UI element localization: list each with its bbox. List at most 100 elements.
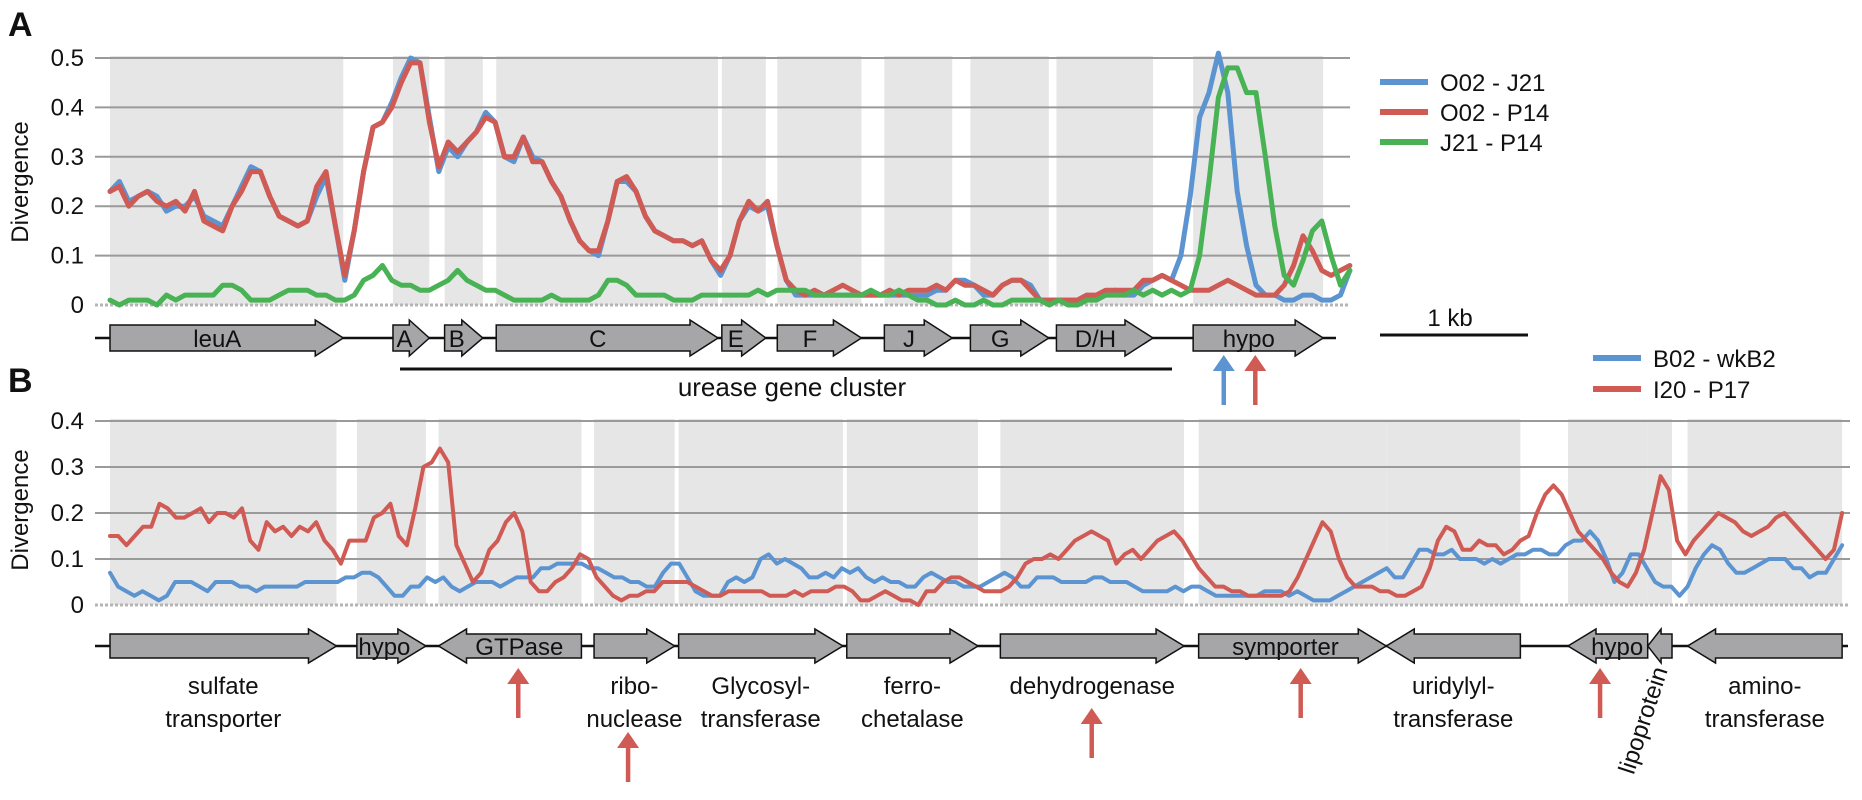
legend-label: O02 - P14 xyxy=(1440,100,1549,127)
marker-arrow-head xyxy=(1212,355,1235,371)
gene-label: Glycosyl-transferase xyxy=(701,673,821,733)
gene-shade-band xyxy=(721,56,766,305)
gene-label: A xyxy=(396,326,412,353)
panel-b-y-axis-label: Divergence xyxy=(7,449,34,570)
y-tick-label: 0.3 xyxy=(51,144,84,171)
legend-label: I20 - P17 xyxy=(1653,377,1750,404)
panel-a-gene-map: leuA A B C E F J G D/H hypo urease gene cluster 1… xyxy=(95,305,1528,405)
panel-b-legend: B02 - wkB2 I20 - P17 xyxy=(1593,346,1776,404)
marker-arrow-head xyxy=(1244,355,1267,371)
gene-label: J xyxy=(903,326,915,353)
urease-cluster-label: urease gene cluster xyxy=(678,372,907,402)
gene-shade-band xyxy=(444,56,483,305)
gene-label: D/H xyxy=(1075,326,1116,353)
marker-arrow-head xyxy=(1080,708,1103,724)
series-line-2 xyxy=(107,60,1353,303)
gene-label: F xyxy=(803,326,818,353)
legend-label: J21 - P14 xyxy=(1440,130,1543,157)
gene-label: hypo xyxy=(1591,634,1643,661)
panel-a-genes: leuA A B C E F J G D/H hypo xyxy=(95,318,1336,358)
gene-arrow xyxy=(593,627,677,665)
gene-arrow xyxy=(999,627,1186,665)
gene-label: G xyxy=(991,326,1010,353)
y-tick-label: 0.5 xyxy=(51,45,84,72)
gene-arrow xyxy=(392,318,431,358)
gene-shade-band xyxy=(777,56,862,305)
panel-b-gene-map: sulfate transporter hypo GTPase ribo-nucleas… xyxy=(95,626,1848,782)
panel-b-series-lines xyxy=(108,446,1845,607)
panel-b-chart: 0 0.1 0.2 0.3 0.4 Divergence B02 - wkB2 I20 -… xyxy=(7,346,1850,619)
panel-label-b: B xyxy=(8,362,33,400)
gene-label: symporter xyxy=(1232,634,1339,661)
gene-label: uridylyl-transferase xyxy=(1393,673,1513,733)
gene-arrow xyxy=(1646,626,1673,666)
gene-label: hypo xyxy=(358,634,410,661)
panel-a-y-ticks: 0 0.1 0.2 0.3 0.4 0.5 xyxy=(51,45,84,319)
gene-arrow xyxy=(1192,318,1325,358)
gene-arrow xyxy=(437,627,583,665)
gene-label: amino-transferase xyxy=(1705,673,1825,733)
panel-b-y-ticks: 0 0.1 0.2 0.3 0.4 xyxy=(51,408,84,619)
gene-label: B xyxy=(449,326,465,353)
panel-label-a: A xyxy=(8,6,33,44)
scale-bar-label: 1 kb xyxy=(1427,305,1472,332)
panel-a-legend: O02 - J21 O02 - P14 J21 - P14 xyxy=(1380,70,1549,157)
gene-label: lipoprotein xyxy=(1614,664,1674,778)
legend-label: B02 - wkB2 xyxy=(1653,346,1776,373)
marker-arrow-head xyxy=(507,668,530,684)
gene-arrow xyxy=(721,318,768,358)
series-line-3 xyxy=(107,65,1353,308)
y-tick-label: 0.2 xyxy=(51,500,84,527)
gene-shade-band xyxy=(970,56,1049,305)
gene-arrow xyxy=(1686,627,1843,665)
panel-a-y-axis-label: Divergence xyxy=(7,121,34,242)
legend-label: O02 - J21 xyxy=(1440,70,1545,97)
marker-arrow-head xyxy=(1289,668,1312,684)
gene-shade-band xyxy=(884,56,953,305)
marker-arrow-head xyxy=(617,732,640,748)
y-tick-label: 0.2 xyxy=(51,193,84,220)
gene-arrow xyxy=(495,318,720,358)
gene-arrow xyxy=(109,627,338,665)
gene-label: C xyxy=(589,326,606,353)
scale-bar: 1 kb xyxy=(1380,305,1528,337)
gene-arrow xyxy=(776,318,863,358)
gene-shade-band xyxy=(1056,56,1153,305)
gene-arrow xyxy=(883,318,954,358)
panel-a-gridlines xyxy=(95,57,1350,307)
y-tick-label: 0.1 xyxy=(51,546,84,573)
gene-arrow xyxy=(1566,627,1649,665)
gene-arrow xyxy=(677,627,845,665)
y-tick-label: 0.4 xyxy=(51,408,84,435)
y-tick-label: 0 xyxy=(71,592,84,619)
gene-label: GTPase xyxy=(475,634,563,661)
gene-arrow xyxy=(356,627,428,665)
gene-arrow xyxy=(969,318,1051,358)
panel-a-arrows xyxy=(1212,355,1267,405)
gene-arrow xyxy=(1055,318,1155,358)
gene-label: sulfate transporter xyxy=(165,673,281,733)
y-tick-label: 0.4 xyxy=(51,94,84,121)
panel-b-gridlines xyxy=(95,420,1850,607)
panel-a-series-lines xyxy=(107,50,1353,308)
gene-label: ribo-nuclease xyxy=(586,673,682,733)
marker-arrow-head xyxy=(1589,668,1612,684)
y-tick-label: 0.3 xyxy=(51,454,84,481)
gene-arrow xyxy=(1197,627,1388,665)
panel-b-genes: sulfate transporter hypo GTPase ribo-nucleas… xyxy=(95,626,1848,778)
series-line-2 xyxy=(108,446,1845,607)
y-tick-label: 0.1 xyxy=(51,243,84,270)
gene-label: E xyxy=(728,326,744,353)
gene-arrow xyxy=(846,627,980,665)
panel-a-chart: 00.10.20.30.40.5 Divergence O02 - J21O02… xyxy=(7,45,1549,319)
gene-label: leuA xyxy=(193,326,241,353)
gene-arrow xyxy=(1384,627,1522,665)
gene-label: ferro-chetalase xyxy=(861,673,964,733)
panel-b-arrows xyxy=(507,668,1612,782)
gene-shade-band xyxy=(496,56,719,305)
gene-label: dehydrogenase xyxy=(1009,673,1174,700)
y-tick-label: 0 xyxy=(71,292,84,319)
gene-shade-band xyxy=(110,56,344,305)
gene-arrow xyxy=(443,318,484,358)
